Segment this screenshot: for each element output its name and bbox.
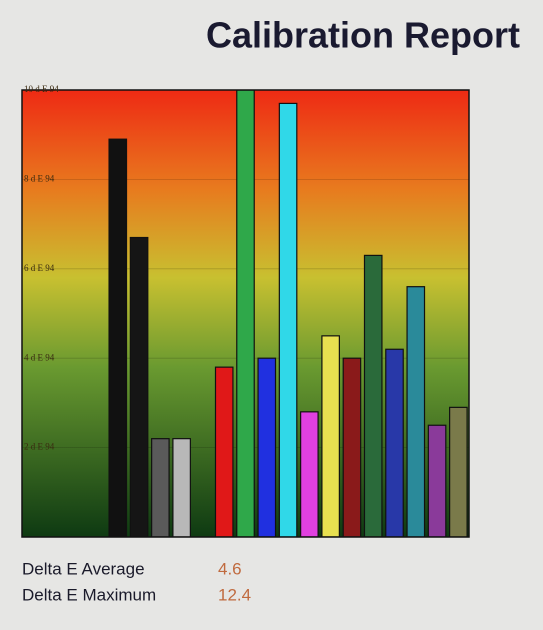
bar: [321, 335, 340, 537]
bar: [151, 438, 170, 537]
bar: [342, 357, 362, 537]
bar: [300, 411, 319, 537]
y-tick-label: 6 d E 94: [24, 263, 55, 273]
bar: [236, 90, 255, 537]
stat-label: Delta E Average: [22, 559, 145, 578]
bar: [385, 348, 404, 537]
y-tick-label: 4 d E 94: [24, 352, 55, 362]
bar: [108, 138, 128, 537]
stat-label: Delta E Maximum: [22, 585, 156, 604]
y-tick-label: 2 d E 94: [24, 442, 55, 452]
bar: [427, 424, 447, 537]
stat-value: 12.4: [218, 585, 251, 604]
bar: [129, 236, 149, 537]
chart-title: Calibration Report: [206, 15, 520, 56]
bar: [257, 357, 277, 537]
bar: [449, 406, 468, 537]
bar: [214, 366, 234, 537]
plot-border: [21, 89, 470, 538]
bar: [172, 438, 191, 537]
plot: [22, 90, 469, 537]
bar: [406, 286, 426, 537]
bar: [363, 254, 383, 537]
stat-value: 4.6: [218, 559, 242, 578]
y-tick-label: 10 d E 94: [24, 84, 59, 94]
y-tick-label: 8 d E 94: [24, 173, 55, 183]
bar: [278, 102, 298, 537]
